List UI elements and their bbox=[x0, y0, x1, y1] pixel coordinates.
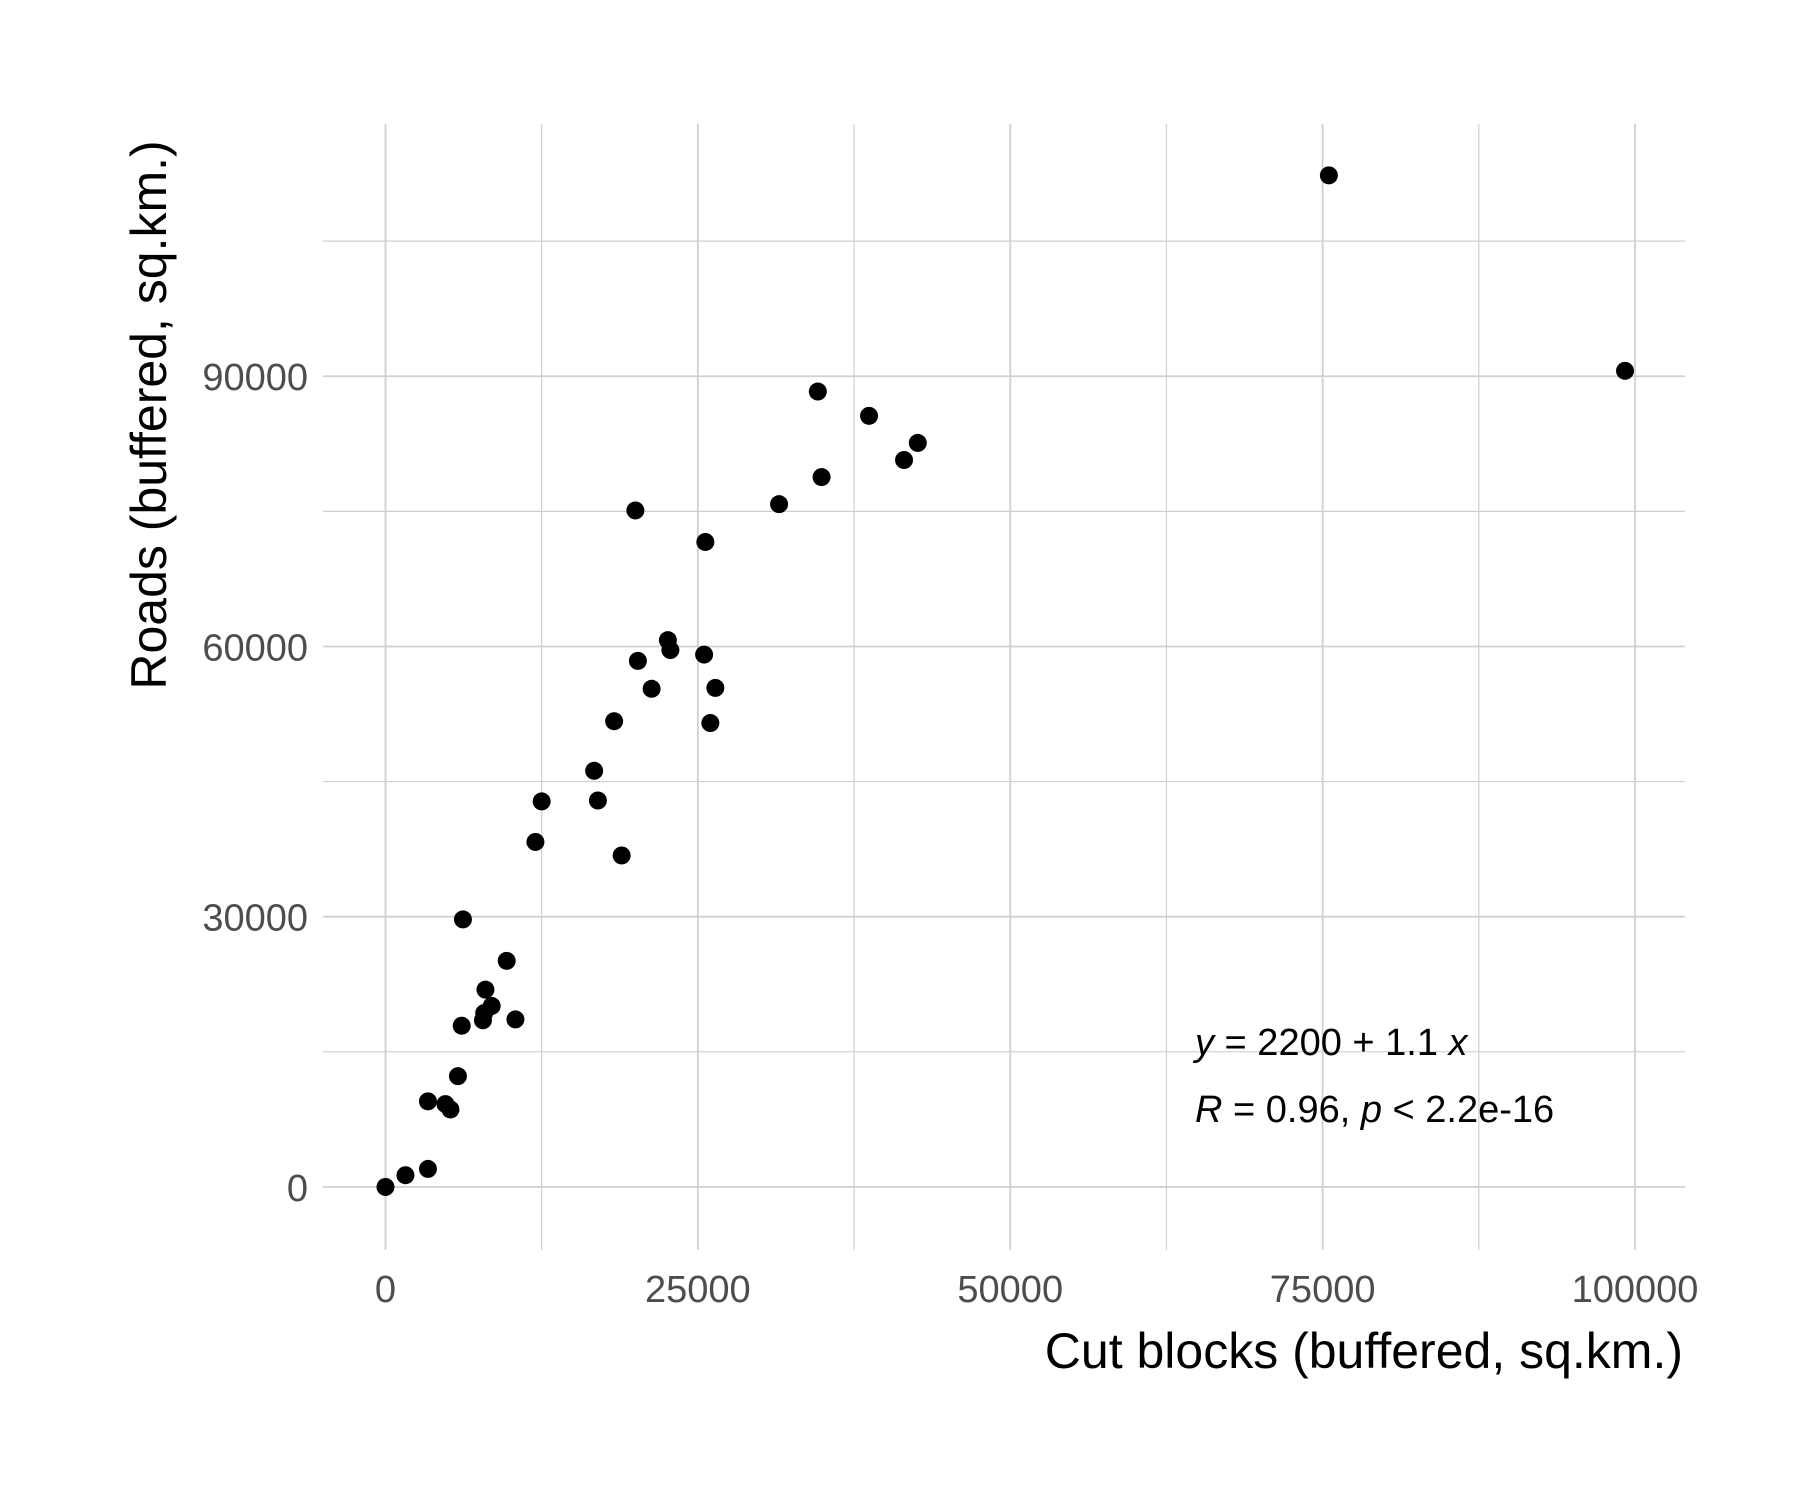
x-tick-label: 75000 bbox=[1270, 1269, 1376, 1311]
stats-p-var: p bbox=[1360, 1089, 1382, 1131]
x-tick-label: 100000 bbox=[1572, 1269, 1699, 1311]
stats-r-text: = 0.96, bbox=[1222, 1089, 1360, 1131]
data-point bbox=[808, 382, 827, 401]
data-point bbox=[661, 641, 680, 660]
data-point bbox=[452, 1016, 471, 1035]
data-point bbox=[418, 1159, 437, 1178]
equation-y-var: y bbox=[1192, 1022, 1216, 1064]
data-point bbox=[770, 495, 789, 514]
data-point bbox=[506, 1010, 525, 1029]
data-point bbox=[482, 996, 501, 1015]
stats-p-text: < 2.2e-16 bbox=[1382, 1089, 1554, 1131]
data-point bbox=[497, 951, 516, 970]
y-tick-label: 30000 bbox=[202, 898, 308, 940]
data-point bbox=[860, 406, 879, 425]
data-point bbox=[1616, 361, 1635, 380]
x-tick-label: 25000 bbox=[645, 1269, 751, 1311]
data-point bbox=[585, 761, 604, 780]
data-point bbox=[588, 791, 607, 810]
grid-lines bbox=[323, 124, 1685, 1250]
data-point bbox=[396, 1166, 415, 1185]
y-tick-label: 60000 bbox=[202, 627, 308, 669]
data-point bbox=[696, 532, 715, 551]
data-point bbox=[376, 1177, 395, 1196]
regression-equation: y = 2200 + 1.1 x bbox=[1192, 1022, 1470, 1064]
y-tick-label: 90000 bbox=[202, 357, 308, 399]
data-point bbox=[626, 501, 645, 520]
data-points bbox=[376, 166, 1635, 1196]
data-point bbox=[642, 679, 661, 698]
x-axis-tick-labels: 0 25000 50000 75000 100000 bbox=[375, 1269, 1699, 1311]
data-point bbox=[628, 651, 647, 670]
data-point bbox=[418, 1092, 437, 1111]
x-tick-label: 50000 bbox=[957, 1269, 1063, 1311]
data-point bbox=[453, 910, 472, 929]
data-point bbox=[706, 678, 725, 697]
data-point bbox=[532, 792, 551, 811]
data-point bbox=[448, 1067, 467, 1086]
equation-x-var: x bbox=[1447, 1022, 1470, 1064]
data-point bbox=[441, 1100, 460, 1119]
equation-body: = 2200 + 1.1 bbox=[1214, 1022, 1449, 1064]
correlation-stats: R = 0.96, p < 2.2e-16 bbox=[1195, 1089, 1554, 1131]
data-point bbox=[1319, 166, 1338, 185]
data-point bbox=[612, 846, 631, 865]
data-point bbox=[908, 433, 927, 452]
x-axis-title: Cut blocks (buffered, sq.km.) bbox=[1045, 1323, 1683, 1379]
y-tick-label: 0 bbox=[287, 1168, 308, 1210]
data-point bbox=[605, 712, 624, 731]
data-point bbox=[526, 832, 545, 851]
data-point bbox=[812, 468, 831, 487]
y-axis-title: Roads (buffered, sq.km.) bbox=[121, 140, 177, 689]
y-axis-tick-labels: 0 30000 60000 90000 bbox=[202, 357, 308, 1210]
stats-r-var: R bbox=[1195, 1089, 1222, 1131]
data-point bbox=[895, 450, 914, 469]
data-point bbox=[695, 645, 714, 664]
x-tick-label: 0 bbox=[375, 1269, 396, 1311]
data-point bbox=[476, 980, 495, 999]
data-point bbox=[701, 714, 720, 733]
